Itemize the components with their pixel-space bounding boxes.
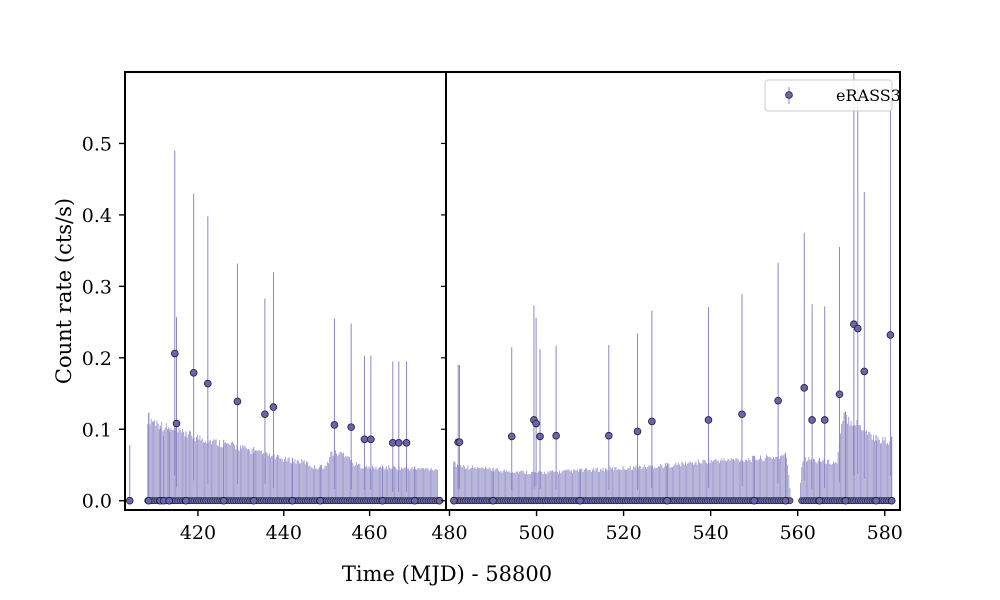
data-point <box>774 396 782 405</box>
data-point <box>604 431 613 440</box>
data-point <box>750 496 758 505</box>
x-tick-label: 460 <box>351 522 387 544</box>
data-point <box>170 349 179 358</box>
data-point <box>781 496 790 505</box>
data-point <box>532 419 540 428</box>
legend: eRASS3 <box>764 79 901 112</box>
data-point <box>165 496 174 505</box>
x-tick-label: 540 <box>693 522 729 544</box>
data-point <box>450 496 458 505</box>
data-point <box>704 416 713 424</box>
legend-marker <box>785 91 793 99</box>
x-tick-label: 480 <box>431 522 467 544</box>
y-tick-label: 0.2 <box>82 348 112 370</box>
data-point <box>219 496 228 505</box>
data-point <box>489 496 497 505</box>
right-panel-frame <box>445 71 901 511</box>
x-tick-label: 580 <box>867 522 903 544</box>
data-point <box>261 410 269 419</box>
data-point <box>886 331 895 339</box>
data-point <box>182 496 190 505</box>
y-tick-label: 0.4 <box>82 205 112 227</box>
left-panel-bars <box>147 413 438 501</box>
x-tick-label: 500 <box>518 522 554 544</box>
data-point <box>394 439 403 447</box>
x-axis-label: Time (MJD) - 58800 <box>342 562 552 586</box>
data-point <box>552 431 560 440</box>
data-point <box>249 496 258 505</box>
y-tick-label: 0.0 <box>82 491 112 513</box>
data-point <box>330 421 339 429</box>
data-point <box>738 410 746 419</box>
data-point <box>410 496 419 505</box>
data-point <box>536 432 544 441</box>
y-tick-label: 0.3 <box>82 276 112 298</box>
right-panel-points <box>450 320 896 505</box>
x-tick-label: 520 <box>605 522 641 544</box>
data-point <box>800 384 809 392</box>
y-axis-label: Count rate (cts/s) <box>52 198 76 384</box>
data-point <box>663 496 671 505</box>
left-panel: 420 440 460 <box>124 71 447 544</box>
data-point <box>189 369 198 377</box>
data-point <box>347 423 355 431</box>
data-point <box>455 438 464 446</box>
data-point <box>576 496 584 505</box>
data-point <box>204 379 212 388</box>
data-point <box>367 435 375 444</box>
data-point <box>144 496 153 505</box>
data-point <box>360 435 369 444</box>
data-point <box>402 439 411 447</box>
data-point <box>648 417 656 426</box>
data-point <box>172 419 181 428</box>
x-tick-label: 440 <box>266 522 302 544</box>
data-point <box>872 496 880 505</box>
data-point <box>815 496 824 505</box>
data-point <box>378 496 387 505</box>
data-point <box>269 403 278 411</box>
legend-box <box>764 79 893 112</box>
data-point <box>316 496 325 505</box>
y-tick-label: 0.5 <box>82 133 112 155</box>
right-panel-bars <box>453 412 892 501</box>
left-panel-points <box>125 349 444 505</box>
x-tick-label: 420 <box>180 522 216 544</box>
data-point <box>887 496 896 505</box>
data-point <box>841 496 850 505</box>
legend-label: eRASS3 <box>836 86 901 105</box>
y-tick-label: 0.1 <box>82 419 112 441</box>
data-point <box>233 397 242 406</box>
data-point <box>853 324 862 333</box>
left-panel-ticks: 420 440 460 <box>180 142 446 544</box>
data-point <box>820 416 829 424</box>
y-axis-ticks: 0.0 0.1 0.2 0.3 0.4 0.5 <box>82 133 125 513</box>
data-point <box>860 367 869 376</box>
right-panel-error-bars <box>453 72 893 501</box>
data-point <box>125 496 134 505</box>
data-point <box>633 427 642 436</box>
data-point <box>288 496 297 505</box>
right-panel-zero-markers <box>450 497 895 505</box>
x-tick-label: 560 <box>780 522 816 544</box>
right-panel-ticks: 480 500 520 540 560 580 <box>431 510 903 544</box>
right-panel: 480 500 520 540 560 580 <box>431 71 903 544</box>
data-point <box>808 416 816 424</box>
data-point <box>835 390 844 399</box>
data-point <box>507 432 516 441</box>
